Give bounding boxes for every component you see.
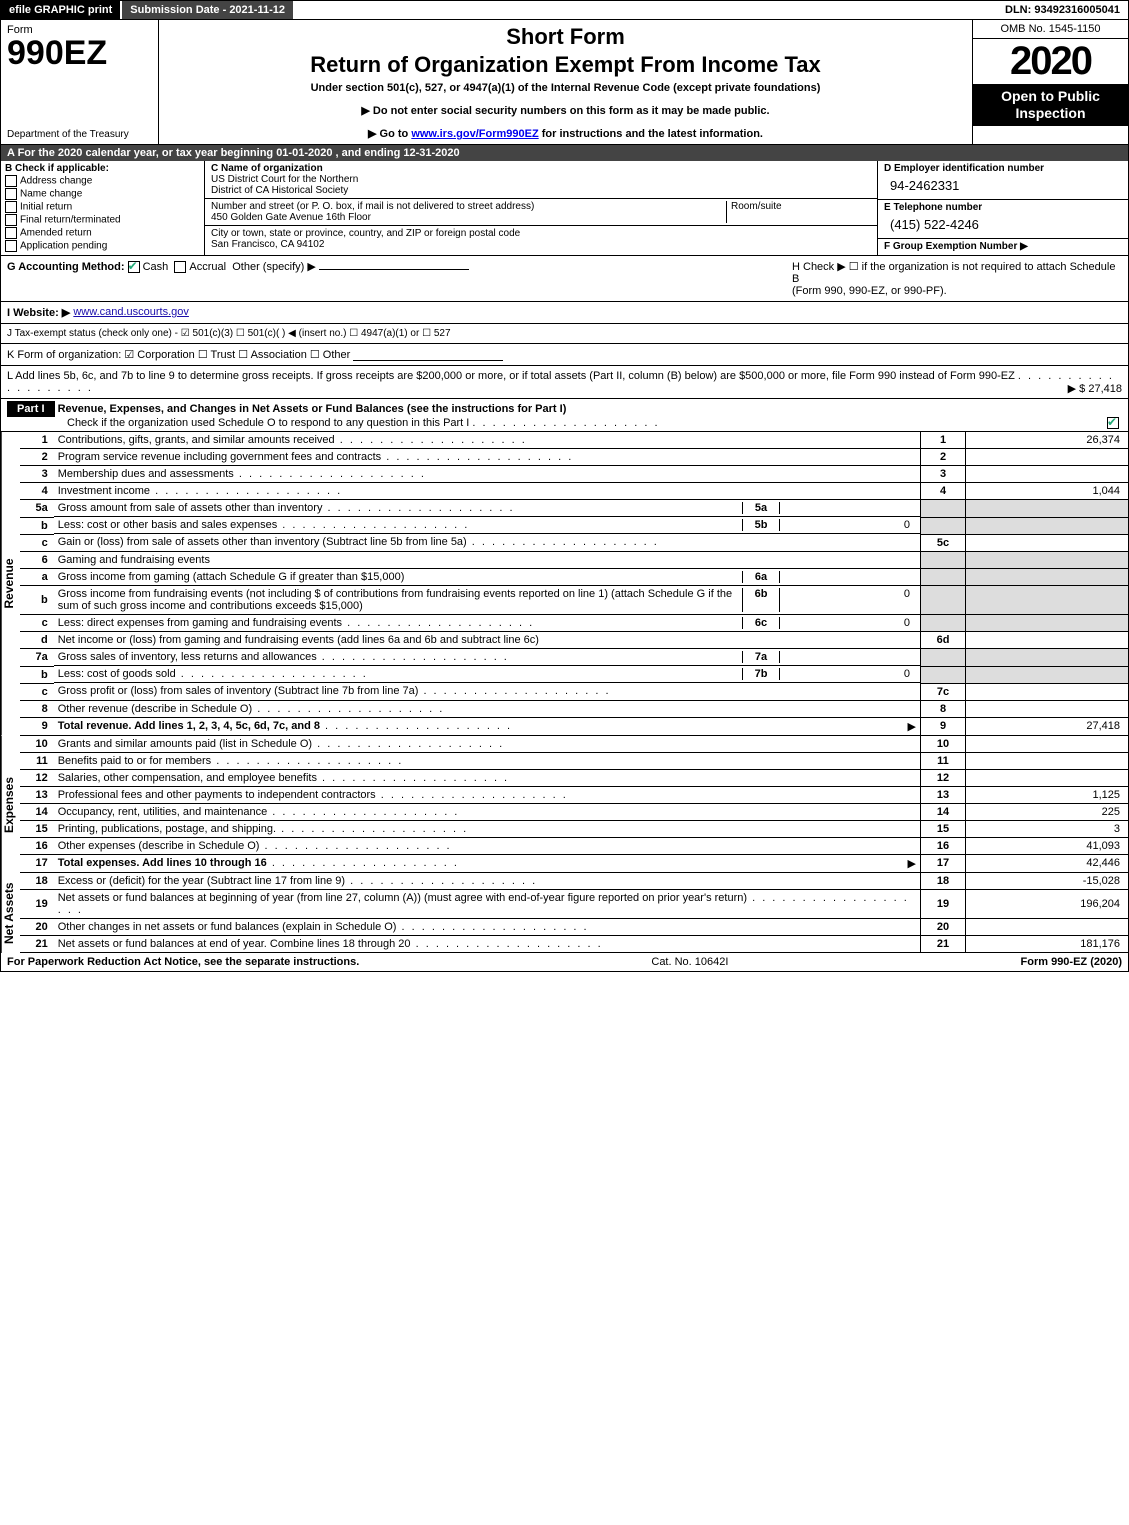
netassets-label: Net Assets [1,873,20,953]
org-name-2: District of CA Historical Society [211,185,871,196]
top-bar: efile GRAPHIC print Submission Date - 20… [0,0,1129,20]
line-5c: cGain or (loss) from sale of assets othe… [20,534,1128,551]
form-header: Form 990EZ Department of the Treasury Sh… [0,20,1129,145]
opt-application-pending[interactable]: Application pending [5,240,200,252]
submission-date: Submission Date - 2021-11-12 [120,1,293,19]
line-l: L Add lines 5b, 6c, and 7b to line 9 to … [0,366,1129,399]
label-city: City or town, state or province, country… [211,228,871,239]
label-addr: Number and street (or P. O. box, if mail… [211,201,726,212]
phone-value: (415) 522-4246 [884,213,1122,236]
efile-label: efile GRAPHIC print [1,1,120,19]
line-i: I Website: ▶ www.cand.uscourts.gov [0,302,1129,324]
line-14: 14Occupancy, rent, utilities, and mainte… [20,803,1128,820]
netassets-section: Net Assets 18Excess or (deficit) for the… [0,873,1129,953]
entity-block: B Check if applicable: Address change Na… [0,161,1129,256]
line-2: 2Program service revenue including gover… [20,449,1128,466]
room-suite-label: Room/suite [726,201,871,223]
opt-name-change[interactable]: Name change [5,188,200,200]
line-7a: 7aGross sales of inventory, less returns… [20,649,1128,667]
box-def: D Employer identification number 94-2462… [877,161,1128,255]
label-ein: D Employer identification number [884,163,1122,174]
line-4: 4Investment income41,044 [20,483,1128,500]
irs-link[interactable]: www.irs.gov/Form990EZ [411,128,538,140]
line-k: K Form of organization: ☑ Corporation ☐ … [0,344,1129,366]
header-center: Short Form Return of Organization Exempt… [159,20,972,144]
schedule-o-checkbox[interactable] [1107,417,1119,429]
line-5a: 5aGross amount from sale of assets other… [20,500,1128,518]
part1-header: Part I Revenue, Expenses, and Changes in… [0,399,1129,432]
label-org-name: C Name of organization [211,163,871,174]
footer-center: Cat. No. 10642I [359,956,1020,968]
line-3: 3Membership dues and assessments3 [20,466,1128,483]
header-right: OMB No. 1545-1150 2020 Open to Public In… [972,20,1128,144]
org-addr: 450 Golden Gate Avenue 16th Floor [211,212,726,223]
line-6c: cLess: direct expenses from gaming and f… [20,615,1128,632]
org-name-1: US District Court for the Northern [211,174,871,185]
line-12: 12Salaries, other compensation, and empl… [20,769,1128,786]
expenses-label: Expenses [1,736,20,873]
line-g-h: G Accounting Method: Cash Accrual Other … [0,256,1129,302]
header-left: Form 990EZ Department of the Treasury [1,20,159,144]
cash-checkbox[interactable] [128,261,140,273]
line-g: G Accounting Method: Cash Accrual Other … [7,260,782,297]
line-20: 20Other changes in net assets or fund ba… [20,918,1128,935]
line-5b: bLess: cost or other basis and sales exp… [20,517,1128,534]
line-8: 8Other revenue (describe in Schedule O)8 [20,700,1128,717]
line-15: 15Printing, publications, postage, and s… [20,820,1128,837]
opt-initial-return[interactable]: Initial return [5,201,200,213]
line-1: 1Contributions, gifts, grants, and simil… [20,432,1128,449]
org-city: San Francisco, CA 94102 [211,239,871,250]
box-b-title: B Check if applicable: [5,163,200,174]
line-6b: bGross income from fundraising events (n… [20,586,1128,615]
line-6a: aGross income from gaming (attach Schedu… [20,568,1128,586]
ein-value: 94-2462331 [884,174,1122,197]
line-21: 21Net assets or fund balances at end of … [20,935,1128,952]
line-j: J Tax-exempt status (check only one) - ☑… [0,324,1129,344]
part1-check-note: Check if the organization used Schedule … [67,417,469,429]
opt-final-return[interactable]: Final return/terminated [5,214,200,226]
line-7c: cGross profit or (loss) from sales of in… [20,683,1128,700]
part1-label: Part I [7,401,55,417]
line-9: 9Total revenue. Add lines 1, 2, 3, 4, 5c… [20,717,1128,735]
line-6d: dNet income or (loss) from gaming and fu… [20,632,1128,649]
page-footer: For Paperwork Reduction Act Notice, see … [0,953,1129,972]
main-title: Return of Organization Exempt From Incom… [169,52,962,78]
line-13: 13Professional fees and other payments t… [20,786,1128,803]
open-to-public: Open to Public Inspection [973,84,1128,126]
subtitle: Under section 501(c), 527, or 4947(a)(1)… [169,82,962,94]
line-16: 16Other expenses (describe in Schedule O… [20,837,1128,854]
expenses-section: Expenses 10Grants and similar amounts pa… [0,736,1129,873]
line-h: H Check ▶ ☐ if the organization is not r… [782,260,1122,297]
dln: DLN: 93492316005041 [997,1,1128,19]
line-11: 11Benefits paid to or for members11 [20,752,1128,769]
form-number: 990EZ [7,36,152,70]
line-7b: bLess: cost of goods sold7b0 [20,666,1128,683]
short-form-title: Short Form [169,24,962,50]
line-a: A For the 2020 calendar year, or tax yea… [0,145,1129,161]
opt-address-change[interactable]: Address change [5,175,200,187]
box-c: C Name of organization US District Court… [205,161,877,255]
label-group-exempt: F Group Exemption Number ▶ [884,241,1122,252]
revenue-section: Revenue 1Contributions, gifts, grants, a… [0,432,1129,736]
goto-note: ▶ Go to www.irs.gov/Form990EZ for instru… [169,127,962,140]
line-17: 17Total expenses. Add lines 10 through 1… [20,854,1128,872]
line-10: 10Grants and similar amounts paid (list … [20,736,1128,753]
dept-treasury: Department of the Treasury [7,129,152,140]
tax-year: 2020 [973,39,1128,84]
footer-left: For Paperwork Reduction Act Notice, see … [7,956,359,968]
accrual-checkbox[interactable] [174,261,186,273]
line-6: 6Gaming and fundraising events [20,551,1128,568]
revenue-label: Revenue [1,432,20,736]
box-b: B Check if applicable: Address change Na… [1,161,205,255]
label-phone: E Telephone number [884,202,1122,213]
part1-title: Revenue, Expenses, and Changes in Net As… [58,403,567,415]
footer-right: Form 990-EZ (2020) [1021,956,1122,968]
omb-number: OMB No. 1545-1150 [973,20,1128,39]
line-19: 19Net assets or fund balances at beginni… [20,889,1128,918]
website-link[interactable]: www.cand.uscourts.gov [73,306,189,319]
ssn-note: ▶ Do not enter social security numbers o… [169,104,962,117]
opt-amended-return[interactable]: Amended return [5,227,200,239]
line-18: 18Excess or (deficit) for the year (Subt… [20,873,1128,890]
